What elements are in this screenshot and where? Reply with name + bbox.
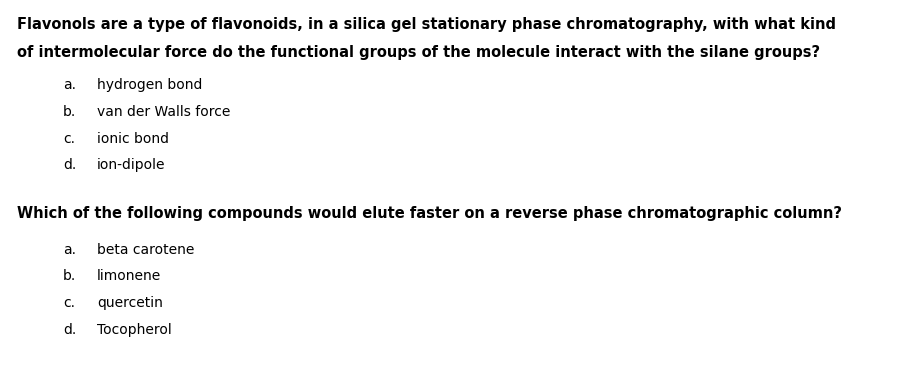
- Text: b.: b.: [63, 269, 76, 283]
- Text: Flavonols are a type of flavonoids, in a silica gel stationary phase chromatogra: Flavonols are a type of flavonoids, in a…: [17, 17, 835, 32]
- Text: quercetin: quercetin: [97, 296, 162, 310]
- Text: of intermolecular force do the functional groups of the molecule interact with t: of intermolecular force do the functiona…: [17, 45, 820, 60]
- Text: ionic bond: ionic bond: [97, 132, 169, 146]
- Text: d.: d.: [63, 323, 76, 337]
- Text: a.: a.: [63, 243, 76, 257]
- Text: Which of the following compounds would elute faster on a reverse phase chromatog: Which of the following compounds would e…: [17, 206, 842, 221]
- Text: c.: c.: [63, 296, 75, 310]
- Text: ion-dipole: ion-dipole: [97, 158, 165, 173]
- Text: d.: d.: [63, 158, 76, 173]
- Text: beta carotene: beta carotene: [97, 243, 194, 257]
- Text: hydrogen bond: hydrogen bond: [97, 78, 202, 92]
- Text: van der Walls force: van der Walls force: [97, 105, 231, 119]
- Text: c.: c.: [63, 132, 75, 146]
- Text: a.: a.: [63, 78, 76, 92]
- Text: b.: b.: [63, 105, 76, 119]
- Text: limonene: limonene: [97, 269, 162, 283]
- Text: Tocopherol: Tocopherol: [97, 323, 172, 337]
